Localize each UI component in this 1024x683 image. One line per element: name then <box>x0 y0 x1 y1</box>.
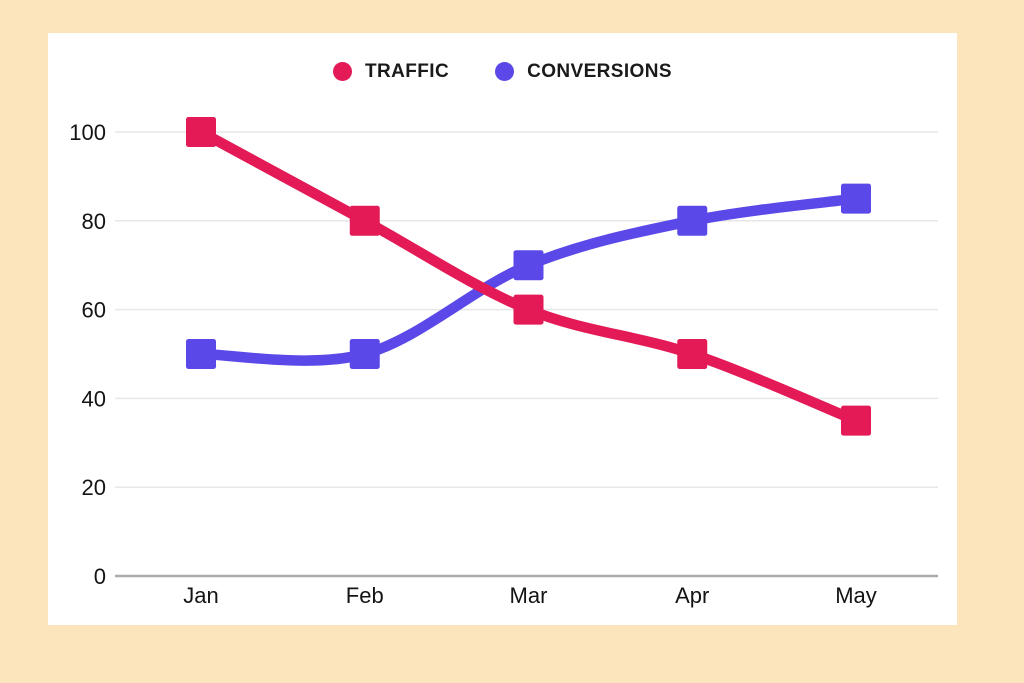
conversions-marker <box>841 183 871 214</box>
conversions-marker <box>513 250 544 281</box>
legend-item-traffic: TRAFFIC <box>333 61 449 81</box>
chart-legend: TRAFFIC CONVERSIONS <box>48 61 957 81</box>
conversions-marker <box>349 339 380 369</box>
traffic-marker <box>513 294 544 325</box>
y-tick-label: 40 <box>82 386 106 411</box>
y-tick-label: 20 <box>82 475 106 500</box>
traffic-marker <box>677 339 708 369</box>
y-tick-label: 100 <box>69 120 106 145</box>
x-tick-label: Feb <box>346 583 384 608</box>
conversions-marker <box>677 205 708 236</box>
conversions-marker <box>186 339 216 369</box>
traffic-legend-label: TRAFFIC <box>365 61 450 82</box>
x-tick-label: Apr <box>675 583 709 608</box>
x-tick-label: Mar <box>510 583 548 608</box>
y-tick-label: 60 <box>82 298 106 323</box>
traffic-marker <box>841 405 871 436</box>
traffic-marker <box>186 117 216 147</box>
traffic-marker <box>349 205 380 236</box>
line-chart: 0 20 40 60 80 100 Jan Feb Mar Apr May <box>69 117 938 608</box>
conversions-legend-label: CONVERSIONS <box>527 61 672 82</box>
x-tick-label: May <box>835 583 877 608</box>
y-tick-label: 80 <box>82 209 106 234</box>
chart-card: TRAFFIC CONVERSIONS 0 20 40 60 80 100 Jan Feb Ma… <box>48 33 957 625</box>
x-tick-label: Jan <box>183 583 218 608</box>
legend-item-conversions: CONVERSIONS <box>495 61 672 81</box>
y-tick-label: 0 <box>94 564 106 589</box>
conversions-legend-dot-icon <box>495 61 515 81</box>
traffic-legend-dot-icon <box>333 61 353 81</box>
